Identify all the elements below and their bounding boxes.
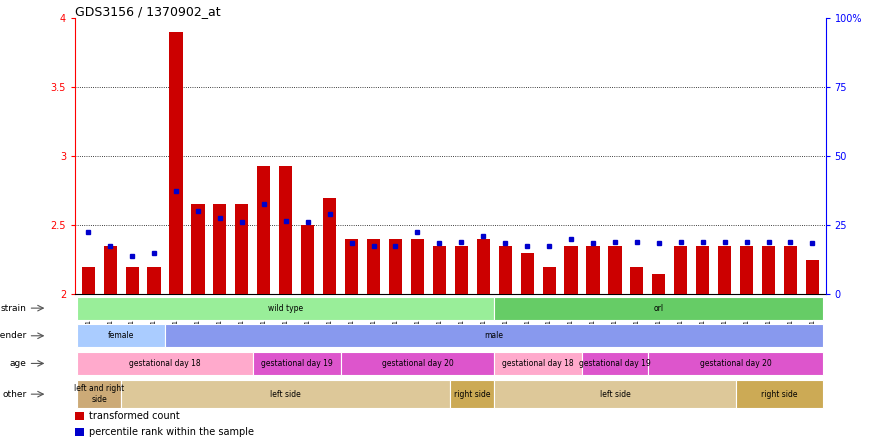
Bar	[762, 246, 775, 294]
Text: male: male	[485, 331, 503, 340]
Bar	[81, 267, 94, 294]
Bar	[279, 166, 292, 294]
Bar	[494, 380, 736, 408]
Bar	[77, 324, 165, 347]
Bar	[653, 274, 666, 294]
Bar	[608, 246, 622, 294]
Bar	[521, 253, 533, 294]
Bar	[345, 239, 358, 294]
Text: gestational day 19: gestational day 19	[260, 359, 333, 368]
Bar	[433, 246, 446, 294]
Text: GDS3156 / 1370902_at: GDS3156 / 1370902_at	[75, 5, 221, 18]
Text: orl: orl	[653, 304, 664, 313]
Bar	[696, 246, 709, 294]
Bar	[450, 380, 494, 408]
Bar	[564, 246, 577, 294]
Text: transformed count: transformed count	[88, 411, 179, 421]
Text: gestational day 20: gestational day 20	[699, 359, 772, 368]
Bar	[494, 352, 582, 375]
Text: female: female	[108, 331, 134, 340]
Bar	[121, 380, 450, 408]
Bar	[499, 246, 512, 294]
Text: right side: right side	[454, 390, 491, 399]
Bar	[235, 204, 248, 294]
Text: right side: right side	[761, 390, 797, 399]
Bar	[455, 246, 468, 294]
Bar	[367, 239, 380, 294]
Bar	[170, 32, 183, 294]
Bar	[77, 297, 494, 320]
Bar	[301, 225, 314, 294]
Bar	[214, 204, 226, 294]
Bar	[192, 204, 205, 294]
Bar	[648, 352, 824, 375]
Bar	[718, 246, 731, 294]
Bar	[542, 267, 555, 294]
Bar	[77, 352, 253, 375]
Text: left side: left side	[270, 390, 301, 399]
Bar	[77, 380, 121, 408]
Bar	[253, 352, 341, 375]
Bar	[341, 352, 494, 375]
Text: gender: gender	[0, 331, 26, 340]
Text: percentile rank within the sample: percentile rank within the sample	[88, 427, 253, 437]
Text: age: age	[10, 359, 26, 368]
Text: gestational day 18: gestational day 18	[129, 359, 200, 368]
Bar	[806, 260, 819, 294]
Bar	[323, 198, 336, 294]
Text: left side: left side	[600, 390, 630, 399]
Text: strain: strain	[0, 304, 26, 313]
Bar	[740, 246, 753, 294]
Bar	[586, 246, 600, 294]
Bar	[75, 428, 84, 436]
Bar	[257, 166, 270, 294]
Text: gestational day 19: gestational day 19	[579, 359, 651, 368]
Bar	[103, 246, 117, 294]
Text: wild type: wild type	[268, 304, 303, 313]
Bar	[630, 267, 644, 294]
Bar	[147, 267, 161, 294]
Bar	[477, 239, 490, 294]
Bar	[125, 267, 139, 294]
Text: left and right
side: left and right side	[74, 385, 125, 404]
Bar	[675, 246, 687, 294]
Text: other: other	[2, 390, 26, 399]
Bar	[165, 324, 824, 347]
Bar	[736, 380, 824, 408]
Bar	[75, 412, 84, 420]
Bar	[389, 239, 402, 294]
Bar	[494, 297, 824, 320]
Text: gestational day 20: gestational day 20	[381, 359, 453, 368]
Bar	[784, 246, 797, 294]
Bar	[411, 239, 424, 294]
Text: gestational day 18: gestational day 18	[502, 359, 574, 368]
Bar	[582, 352, 648, 375]
